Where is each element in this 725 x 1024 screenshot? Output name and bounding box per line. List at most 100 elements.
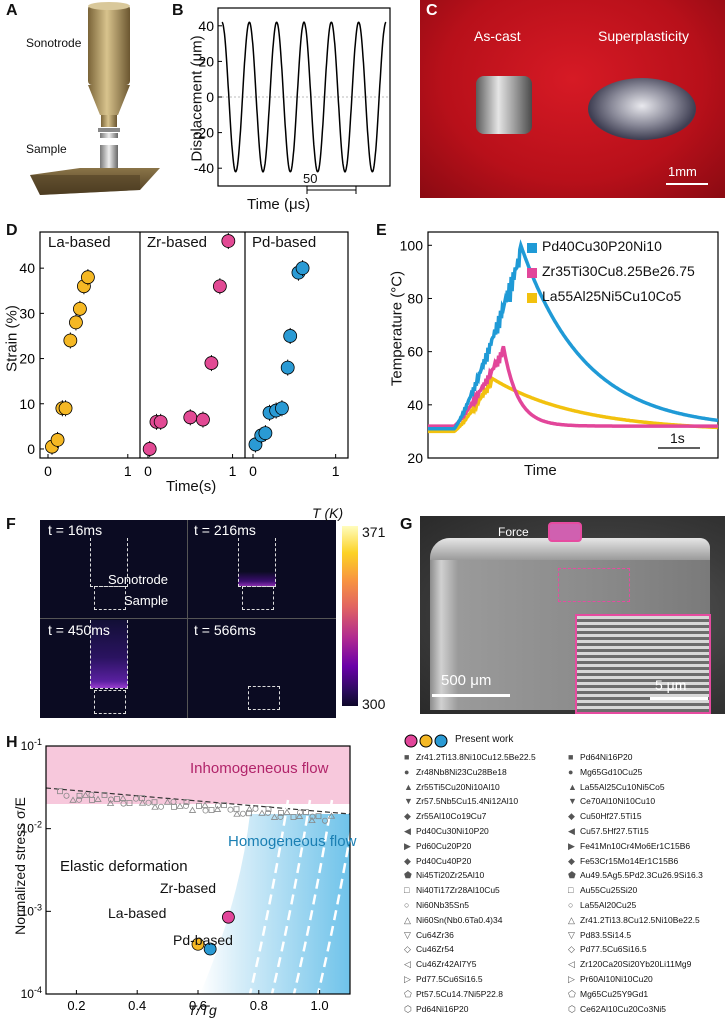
f-colorbar-min: 300 bbox=[362, 696, 386, 712]
b-ytick-label: 20 bbox=[198, 53, 214, 69]
legend-entry: △ Zr41.2Ti13.8Cu12.5Ni10Be22.5 bbox=[568, 915, 700, 926]
h-lit-point bbox=[221, 802, 227, 809]
d-point-1 bbox=[212, 279, 227, 294]
h-lit-point bbox=[138, 799, 147, 806]
legend-entry: ◀ Cu57.5Hf27.5Ti15 bbox=[568, 826, 649, 837]
legend-entry: ◇ Cu46Zr54 bbox=[404, 944, 454, 955]
legend-marker-icon: ▷ bbox=[404, 974, 411, 984]
legend-entry: ◆ Fe53Cr15Mo14Er1C15B6 bbox=[568, 856, 678, 867]
d-point-0 bbox=[58, 401, 73, 416]
g-scale2-label: 5 μm bbox=[655, 677, 687, 693]
legend-marker-icon: ■ bbox=[404, 752, 410, 762]
h-la-label: La-based bbox=[108, 905, 167, 921]
sonotrode-illustration bbox=[30, 2, 160, 195]
legend-marker-icon: ◀ bbox=[568, 826, 575, 836]
h-lit-point bbox=[290, 814, 297, 820]
e-legend-swatch-zr bbox=[527, 268, 537, 278]
h-lit-point bbox=[114, 796, 120, 802]
h-lit-point bbox=[145, 799, 152, 806]
h-lit-point bbox=[246, 810, 252, 817]
h-lit-point bbox=[196, 803, 202, 809]
h-lit-point bbox=[108, 796, 115, 803]
h-lit-point bbox=[264, 809, 271, 816]
h-lit-point bbox=[233, 806, 240, 813]
h-lit-point bbox=[88, 791, 95, 798]
legend-marker-icon: ▽ bbox=[404, 929, 411, 940]
d-point-0 bbox=[81, 270, 95, 285]
d-point-1 bbox=[221, 234, 236, 248]
panel-c-letter: C bbox=[426, 2, 438, 19]
h-lit-point bbox=[151, 803, 159, 810]
legend-marker-icon: ◆ bbox=[568, 811, 575, 822]
h-ytick-label: 10-1 bbox=[21, 737, 42, 753]
legend-label: La55Al20Cu25 bbox=[580, 900, 637, 910]
legend-marker-icon: □ bbox=[568, 885, 574, 896]
displacement-chart: -40 -20 0 20 40 bbox=[194, 7, 391, 194]
legend-entry: ◆ Pd40Cu40P20 bbox=[404, 856, 471, 867]
legend-label: Mg65Gd10Cu25 bbox=[580, 766, 643, 777]
legend-present: Present work bbox=[455, 734, 514, 745]
sample-label: Sample bbox=[26, 142, 67, 156]
h-lit-point bbox=[308, 816, 316, 824]
panel-h-letter: H bbox=[6, 734, 18, 751]
legend-marker-icon: ● bbox=[404, 766, 410, 777]
legend-marker-icon: ▼ bbox=[568, 796, 577, 807]
d-ytick-label: 20 bbox=[19, 351, 35, 367]
h-xtick-label: 0.2 bbox=[67, 998, 85, 1013]
legend-label: Zr41.2Ti13.8Ni10Cu12.5Be22.5 bbox=[416, 752, 536, 762]
f-time-1: t = 16ms bbox=[48, 522, 103, 538]
legend-entry: ▷ Pr60Al10Ni10Cu20 bbox=[568, 974, 653, 985]
d-point-2 bbox=[258, 426, 273, 441]
legend-entry: ▽ Pd83.5Si14.5 bbox=[568, 930, 631, 941]
legend-marker-icon: ▶ bbox=[404, 840, 411, 851]
legend-marker-icon: ■ bbox=[568, 752, 574, 762]
stress-map-chart: 0.2 0.4 0.6 0.8 1.010-110-210-310-4 bbox=[21, 737, 351, 1013]
d-ylabel: Strain (%) bbox=[3, 305, 21, 372]
legend-marker-icon: ◁ bbox=[568, 959, 575, 970]
e-ytick-label: 100 bbox=[400, 237, 424, 253]
h-lit-point bbox=[126, 800, 133, 806]
legend-marker-icon: ◇ bbox=[404, 944, 411, 955]
f-colorbar-max: 371 bbox=[362, 524, 386, 540]
legend-entry: ◀ Pd40Cu30Ni10P20 bbox=[404, 826, 489, 837]
h-ylabel: Normalized stress σ/E bbox=[12, 797, 28, 935]
h-lit-point bbox=[296, 809, 303, 816]
legend-entry: ⬟ Ni45Ti20Zr25Al10 bbox=[404, 870, 484, 881]
d-ytick-label: 10 bbox=[19, 396, 35, 412]
legend-label: Zr55Ti5Cu20Ni10Al10 bbox=[416, 781, 500, 792]
h-zr-label: Zr-based bbox=[160, 880, 217, 896]
legend-label: Pd40Cu30Ni10P20 bbox=[416, 826, 489, 836]
legend-label: Pd77.5Cu6Si16.5 bbox=[416, 974, 483, 984]
h-hom-label: Homogeneous flow bbox=[228, 833, 357, 850]
h-rate-curve bbox=[316, 828, 350, 994]
e-legend-zr: Zr35Ti30Cu8.25Be26.75 bbox=[542, 263, 695, 279]
h-xtick-label: 1.0 bbox=[311, 998, 329, 1013]
d-group-la: La-based bbox=[48, 234, 111, 251]
b-ytick-label: -20 bbox=[194, 125, 214, 141]
sem-top-rim bbox=[430, 538, 710, 560]
legend-label: Ce70Al10Ni10Cu10 bbox=[580, 796, 656, 807]
panel-f-letter: F bbox=[6, 516, 16, 533]
legend-label: Pd60Cu20P20 bbox=[416, 840, 472, 851]
h-lit-point bbox=[63, 792, 70, 799]
e-series-line-0 bbox=[428, 239, 719, 431]
legend-entry: □ Ni40Ti17Zr28Al10Cu5 bbox=[404, 885, 500, 895]
d-group-zr: Zr-based bbox=[147, 234, 208, 251]
d-point-1 bbox=[183, 410, 198, 425]
h-lit-point bbox=[170, 798, 177, 805]
legend-label: Zr120Ca20Si20Yb20Li11Mg9 bbox=[580, 959, 692, 970]
legend-label: Zr55Al10Co19Cu7 bbox=[416, 811, 487, 822]
h-elastic-label: Elastic deformation bbox=[60, 858, 188, 875]
e-ytick-label: 20 bbox=[407, 450, 423, 466]
h-lit-point bbox=[176, 802, 184, 809]
legend-marker-icon: ⬠ bbox=[404, 988, 412, 999]
legend-label: Ni40Ti17Zr28Al10Cu5 bbox=[416, 885, 500, 896]
d-ytick-label: 30 bbox=[19, 305, 35, 321]
sem-zoom-box bbox=[558, 568, 630, 602]
legend-marker-icon: ● bbox=[568, 766, 574, 777]
legend-label: Zr57.5Nb5Cu15.4Ni12Al10 bbox=[416, 796, 519, 807]
legend-marker-icon: ○ bbox=[568, 900, 574, 910]
legend-entry: ▲ Zr55Ti5Cu20Ni10Al10 bbox=[404, 782, 500, 792]
superplastic-disk bbox=[588, 78, 696, 140]
legend-entry: ▶ Fe41Mn10Cr4Mo6Er1C15B6 bbox=[568, 841, 690, 852]
